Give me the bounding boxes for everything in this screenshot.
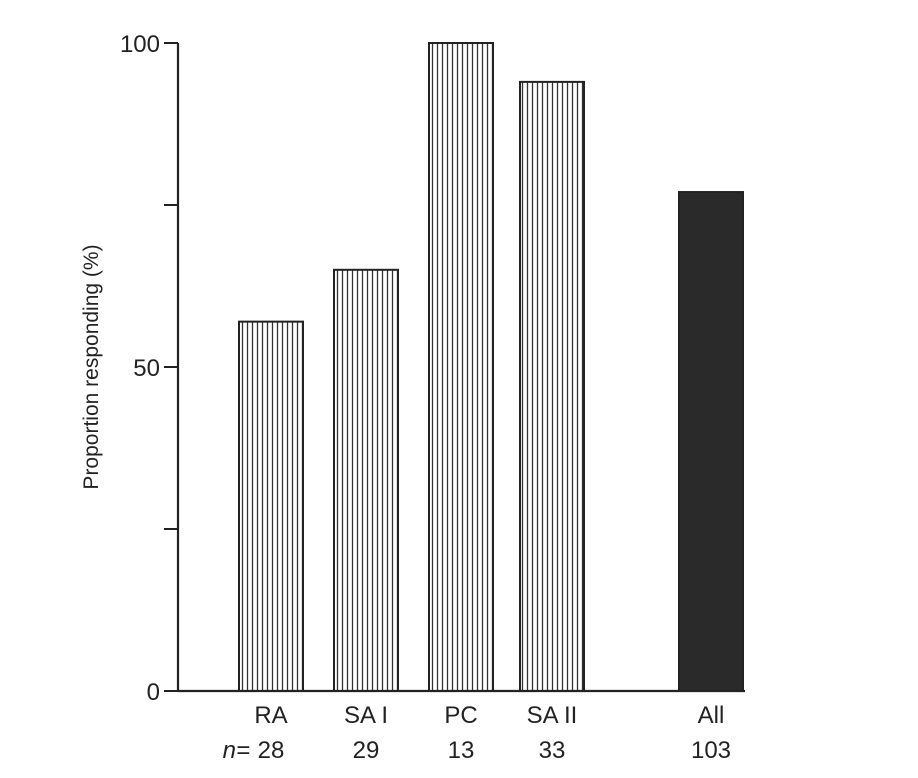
- axes-group: [164, 42, 745, 693]
- n-value-ra: 28: [258, 737, 285, 764]
- n-value-sa-ii: 33: [539, 737, 566, 764]
- labels-group: 0 50 100 RA 28 SA I 29 PC 13 SA II 33 All 103 n=: [120, 31, 731, 764]
- bar-ra: [238, 320, 304, 692]
- y-tick-label-100: 100: [120, 31, 160, 58]
- bar-pc: [428, 42, 494, 692]
- y-tick-label-0: 0: [147, 679, 160, 706]
- x-tick-label-pc: PC: [444, 702, 477, 729]
- x-tick-label-ra: RA: [254, 702, 287, 729]
- n-value-sa-i: 29: [353, 737, 380, 764]
- n-value-all: 103: [691, 737, 731, 764]
- y-axis-label: Proportion responding (%): [80, 244, 103, 489]
- x-tick-label-sa-ii: SA II: [527, 702, 578, 729]
- x-tick-label-sa-i: SA I: [344, 702, 388, 729]
- bars-group: [238, 42, 744, 692]
- n-value-pc: 13: [448, 737, 475, 764]
- y-tick-label-50: 50: [133, 355, 160, 382]
- bar-sa-i: [333, 268, 399, 692]
- n-prefix-label: n=: [223, 737, 250, 764]
- x-tick-label-all: All: [698, 702, 725, 729]
- bar-all: [678, 191, 744, 692]
- bar-sa-ii: [519, 80, 585, 692]
